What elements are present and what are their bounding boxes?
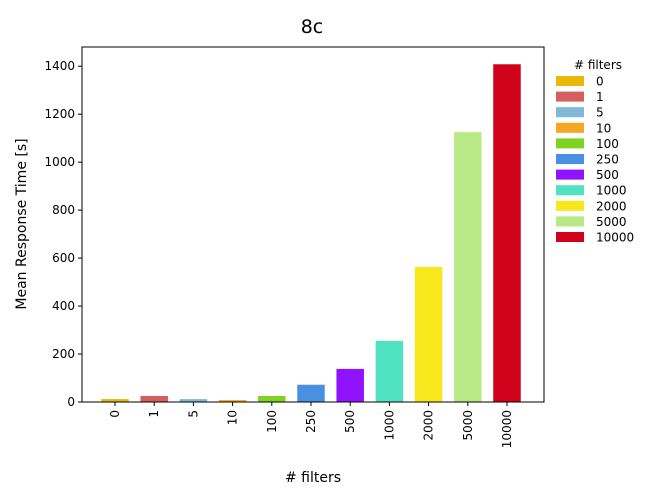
legend-title: # filters	[574, 58, 622, 72]
bar-1	[140, 396, 168, 402]
legend-swatch-0	[556, 76, 584, 86]
bar-2000	[414, 266, 443, 402]
legend-swatch-5	[556, 107, 584, 118]
x-tick-label-5000: 5000	[461, 410, 475, 441]
bar-1000	[375, 340, 404, 402]
x-axis: 0 1 5 10 100 250 500 1000 2000 5000 10000	[108, 402, 514, 448]
legend-swatch-10	[556, 122, 584, 133]
legend-label-10000: 10000	[596, 231, 634, 245]
legend-label-2000: 2000	[596, 199, 627, 213]
x-tick-label-500: 500	[343, 410, 357, 433]
bar-10	[218, 400, 247, 402]
x-tick-label-5: 5	[186, 410, 200, 418]
legend-label-500: 500	[596, 168, 619, 182]
bar-5000	[454, 132, 482, 402]
x-tick-label-1: 1	[147, 410, 161, 418]
plot-frame	[81, 46, 545, 403]
legend-label-1000: 1000	[596, 184, 627, 198]
legend-swatch-250	[556, 154, 584, 164]
bar-10000	[493, 64, 521, 403]
bar-500	[336, 368, 364, 402]
x-tick-label-100: 100	[265, 410, 279, 433]
x-tick-label-1000: 1000	[382, 410, 396, 441]
bar-250	[297, 384, 325, 402]
legend-label-1: 1	[596, 90, 604, 104]
legend-label-10: 10	[596, 121, 611, 135]
x-tick-label-2000: 2000	[422, 410, 436, 441]
y-axis: 0 200 400 600 800 1000 1200 1400	[44, 59, 82, 409]
y-tick-label-400: 400	[52, 299, 75, 313]
x-tick-label-0: 0	[108, 410, 122, 418]
y-axis-label: Mean Response Time [s]	[14, 138, 30, 309]
bar-5	[179, 399, 208, 402]
x-tick-label-250: 250	[304, 410, 318, 433]
legend-swatch-2000	[556, 200, 584, 211]
y-tick-label-0: 0	[67, 395, 75, 409]
x-axis-label: # filters	[285, 470, 341, 486]
legend-label-5: 5	[596, 106, 604, 120]
chart-title: 8c	[301, 16, 324, 38]
legend-label-250: 250	[596, 153, 619, 167]
y-tick-label-1000: 1000	[44, 155, 75, 169]
bars-group	[101, 64, 521, 403]
x-tick-label-10: 10	[226, 410, 240, 425]
legend-swatch-5000	[556, 216, 584, 227]
legend-label-0: 0	[596, 75, 604, 89]
legend-swatch-500	[556, 169, 584, 180]
legend-swatch-10000	[556, 232, 584, 242]
legend-label-100: 100	[596, 137, 619, 151]
legend-swatch-1000	[556, 185, 584, 196]
legend-swatch-1	[556, 91, 584, 102]
x-tick-label-10000: 10000	[500, 410, 514, 448]
bar-0	[101, 399, 129, 402]
y-tick-label-1400: 1400	[44, 59, 75, 73]
bar-100	[258, 396, 286, 402]
y-tick-label-600: 600	[52, 251, 75, 265]
y-tick-label-800: 800	[52, 203, 75, 217]
legend-swatch-100	[556, 138, 584, 149]
y-tick-label-200: 200	[52, 347, 75, 361]
y-tick-label-1200: 1200	[44, 107, 75, 121]
legend-label-5000: 5000	[596, 215, 627, 229]
